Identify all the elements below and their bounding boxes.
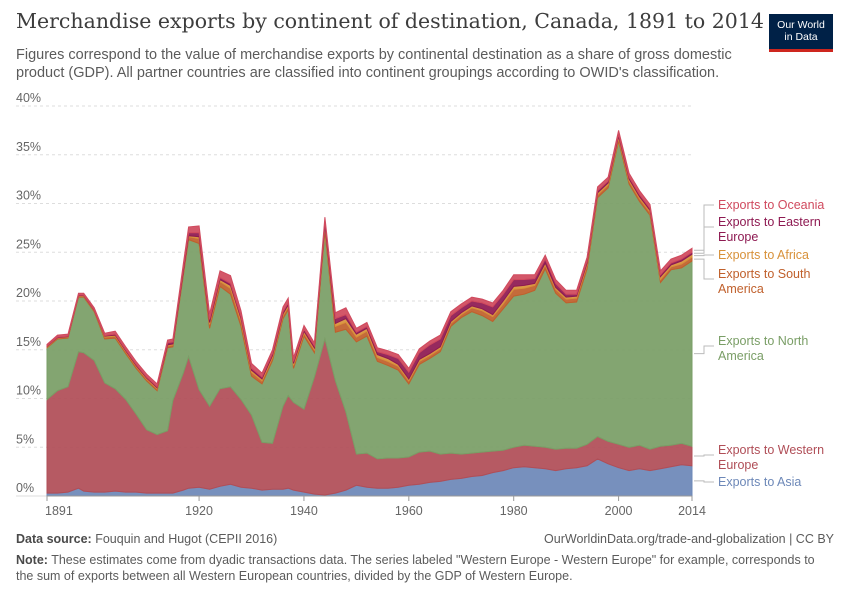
- legend-label: Exports to South: [718, 267, 810, 281]
- y-tick-label: 25%: [16, 237, 41, 251]
- legend-label: Exports to Africa: [718, 248, 809, 262]
- area-series: [46, 130, 693, 497]
- y-tick-label: 5%: [16, 432, 34, 446]
- x-tick-label: 1960: [395, 504, 423, 518]
- x-tick-label: 2000: [605, 504, 633, 518]
- legend-connector: [694, 454, 714, 457]
- legend-connector: [694, 480, 714, 483]
- legend-label: America: [718, 282, 764, 296]
- note-label: Note:: [16, 553, 48, 567]
- data-source: Data source: Fouquin and Hugot (CEPII 20…: [16, 532, 277, 546]
- y-tick-label: 15%: [16, 335, 41, 349]
- chart-title: Merchandise exports by continent of dest…: [16, 9, 764, 33]
- y-tick-label: 20%: [16, 286, 41, 300]
- x-tick-label: 2014: [678, 504, 706, 518]
- note-text: These estimates come from dyadic transac…: [16, 553, 815, 583]
- legend-label: Exports to Eastern: [718, 215, 821, 229]
- area-exports-to-oceania: [46, 130, 693, 388]
- logo-line-1: Our World: [777, 19, 825, 31]
- x-tick-label: 1891: [45, 504, 73, 518]
- owid-logo[interactable]: Our World in Data: [769, 14, 833, 52]
- source-url-link[interactable]: OurWorldinData.org/trade-and-globalizati…: [544, 532, 834, 546]
- legend-label: Exports to Asia: [718, 475, 801, 489]
- source-label: Data source:: [16, 532, 92, 546]
- x-tick-label: 1940: [290, 504, 318, 518]
- y-tick-label: 30%: [16, 189, 41, 203]
- legend-label: Europe: [718, 230, 758, 244]
- legend-connector: [694, 345, 714, 355]
- legend-label: Exports to North: [718, 334, 808, 348]
- y-tick-label: 10%: [16, 384, 41, 398]
- logo-line-2: in Data: [784, 31, 818, 43]
- source-text: Fouquin and Hugot (CEPII 2016): [95, 532, 278, 546]
- legend-label: America: [718, 349, 764, 363]
- y-tick-label: 0%: [16, 481, 34, 495]
- x-tick-label: 1920: [185, 504, 213, 518]
- legend-connector: [694, 258, 714, 280]
- legend-connector: [694, 254, 714, 257]
- legend-label: Europe: [718, 458, 758, 472]
- chart-note: Note: These estimates come from dyadic t…: [16, 553, 816, 584]
- legend-label: Exports to Oceania: [718, 198, 824, 212]
- legend-label: Exports to Western: [718, 443, 824, 457]
- axes: 0% 5% 10% 15% 20% 25% 30% 35% 40% 1891 1920 1940 196…: [16, 91, 706, 518]
- area-exports-to-north-america: [46, 140, 693, 460]
- chart-subtitle: Figures correspond to the value of merch…: [16, 47, 732, 81]
- y-tick-label: 35%: [16, 140, 41, 154]
- legend-connector: [694, 226, 714, 254]
- y-tick-label: 40%: [16, 91, 41, 105]
- x-tick-label: 1980: [500, 504, 528, 518]
